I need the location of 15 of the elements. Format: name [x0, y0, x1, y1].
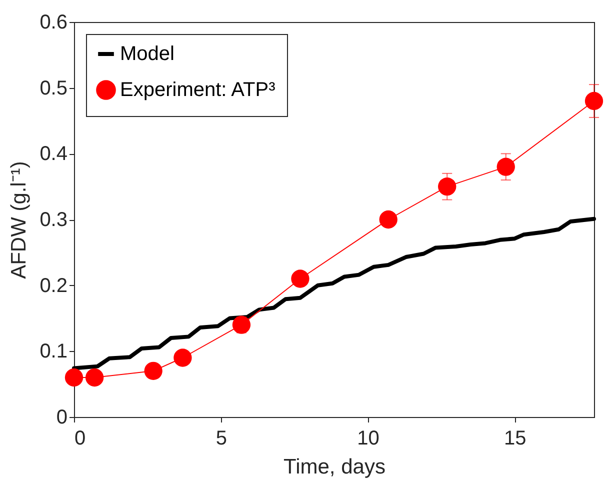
x-tick-label: 5: [216, 428, 227, 450]
y-tick-label: 0.5: [40, 77, 68, 100]
y-tick-label: 0.6: [40, 12, 68, 34]
x-tick-label: 15: [504, 428, 526, 450]
y-tick-label: 0: [56, 406, 68, 428]
y-axis-title: AFDW (g.l⁻¹): [8, 161, 31, 279]
legend-label: Experiment: ATP³: [120, 79, 276, 101]
y-tick-label: 0.1: [40, 340, 68, 363]
x-tick-label: 10: [357, 428, 380, 450]
x-tick-label: 0: [74, 428, 86, 450]
x-axis-title: Time, days: [284, 456, 386, 478]
y-tick-label: 0.3: [40, 209, 68, 231]
y-tick-label: 0.4: [40, 143, 68, 166]
y-tick-label: 0.2: [40, 274, 68, 297]
legend-label: Model: [120, 43, 174, 65]
